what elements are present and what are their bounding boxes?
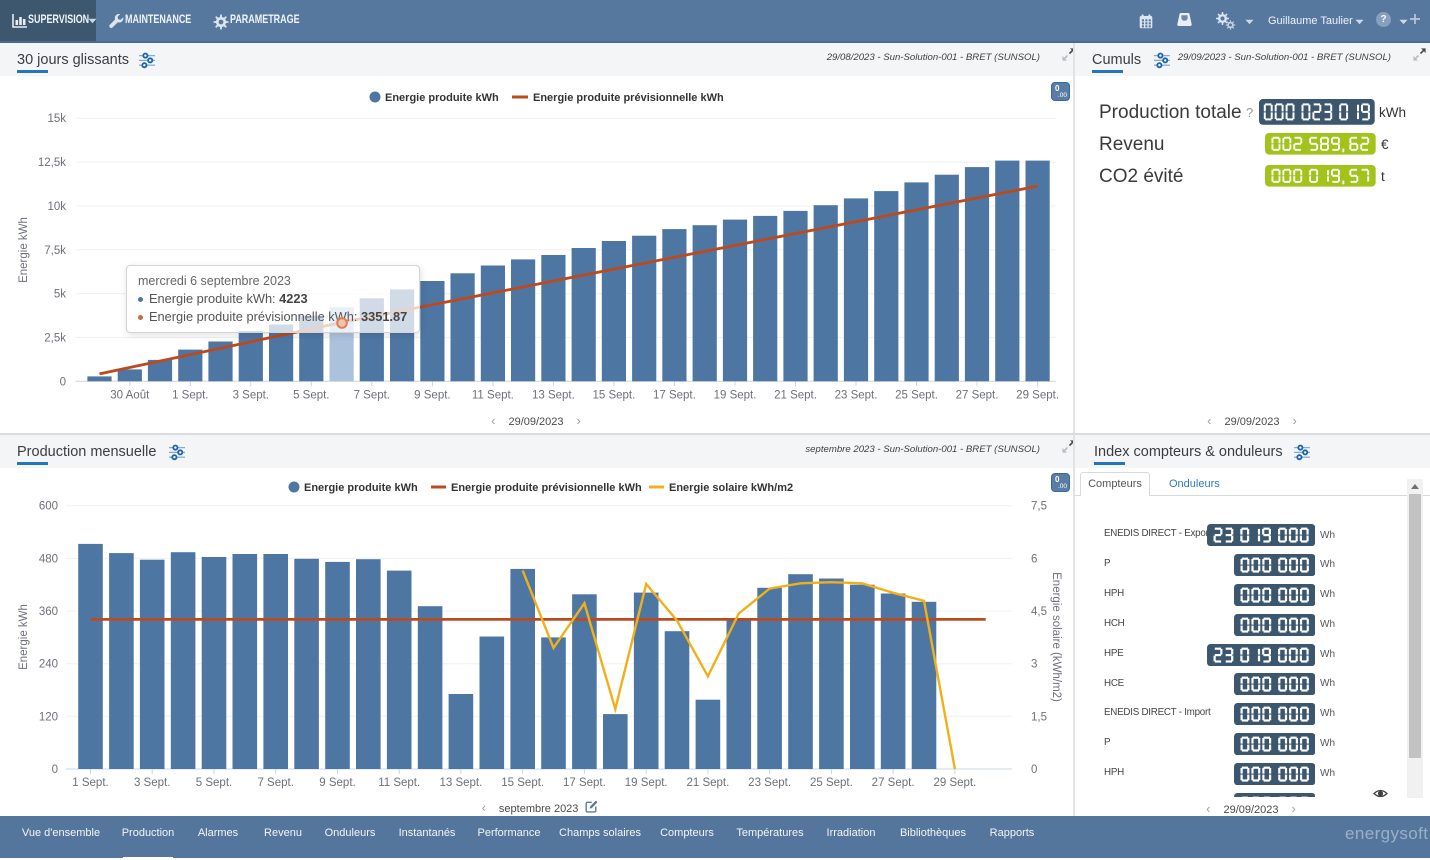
svg-text:3: 3 bbox=[1031, 659, 1037, 671]
svg-text:1,5: 1,5 bbox=[1031, 711, 1047, 723]
svg-text:29 Sept.: 29 Sept. bbox=[933, 777, 976, 789]
svg-text:120: 120 bbox=[39, 711, 58, 723]
svg-text:9 Sept.: 9 Sept. bbox=[414, 389, 450, 401]
svg-text:3 Sept.: 3 Sept. bbox=[233, 389, 269, 401]
svg-text:21 Sept.: 21 Sept. bbox=[774, 389, 817, 401]
svg-text:23 Sept.: 23 Sept. bbox=[835, 389, 878, 401]
svg-text:5 Sept.: 5 Sept. bbox=[293, 389, 329, 401]
svg-text:9 Sept.: 9 Sept. bbox=[319, 777, 355, 789]
svg-text:13 Sept.: 13 Sept. bbox=[439, 777, 482, 789]
svg-text:25 Sept.: 25 Sept. bbox=[895, 389, 938, 401]
svg-text:30 Août: 30 Août bbox=[110, 389, 150, 401]
svg-text:21 Sept.: 21 Sept. bbox=[686, 777, 729, 789]
svg-text:5 Sept.: 5 Sept. bbox=[196, 777, 232, 789]
svg-text:360: 360 bbox=[39, 606, 58, 618]
svg-text:25 Sept.: 25 Sept. bbox=[810, 777, 853, 789]
svg-text:19 Sept.: 19 Sept. bbox=[625, 777, 668, 789]
svg-text:Energie solaire kWh/m2: Energie solaire kWh/m2 bbox=[669, 482, 793, 494]
svg-text:29 Sept.: 29 Sept. bbox=[1016, 389, 1059, 401]
svg-text:240: 240 bbox=[39, 659, 58, 671]
svg-text:Energie kWh: Energie kWh bbox=[18, 604, 30, 670]
svg-text:7 Sept.: 7 Sept. bbox=[257, 777, 293, 789]
svg-text:13 Sept.: 13 Sept. bbox=[532, 389, 575, 401]
svg-text:17 Sept.: 17 Sept. bbox=[653, 389, 696, 401]
svg-text:480: 480 bbox=[39, 553, 58, 565]
svg-text:Energie produite kWh: Energie produite kWh bbox=[385, 92, 499, 104]
svg-text:15 Sept.: 15 Sept. bbox=[592, 389, 635, 401]
svg-text:3 Sept.: 3 Sept. bbox=[134, 777, 170, 789]
svg-text:19 Sept.: 19 Sept. bbox=[714, 389, 757, 401]
svg-text:12,5k: 12,5k bbox=[38, 157, 66, 169]
svg-text:27 Sept.: 27 Sept. bbox=[872, 777, 915, 789]
svg-text:2,5k: 2,5k bbox=[44, 332, 66, 344]
svg-text:600: 600 bbox=[39, 501, 58, 513]
svg-text:Energie solaire (kWh/m2): Energie solaire (kWh/m2) bbox=[1050, 572, 1062, 702]
svg-text:27 Sept.: 27 Sept. bbox=[956, 389, 999, 401]
svg-text:1 Sept.: 1 Sept. bbox=[172, 389, 208, 401]
svg-text:1 Sept.: 1 Sept. bbox=[72, 777, 108, 789]
svg-text:Energie produite prévisionnell: Energie produite prévisionnelle kWh bbox=[533, 92, 724, 104]
svg-text:23 Sept.: 23 Sept. bbox=[748, 777, 791, 789]
svg-text:17 Sept.: 17 Sept. bbox=[563, 777, 606, 789]
svg-text:Energie kWh: Energie kWh bbox=[18, 217, 30, 283]
svg-text:11 Sept.: 11 Sept. bbox=[378, 777, 420, 789]
svg-text:Energie produite prévisionnell: Energie produite prévisionnelle kWh bbox=[451, 482, 642, 494]
svg-text:11 Sept.: 11 Sept. bbox=[472, 389, 514, 401]
svg-text:15 Sept.: 15 Sept. bbox=[501, 777, 544, 789]
svg-text:7 Sept.: 7 Sept. bbox=[354, 389, 390, 401]
svg-text:0: 0 bbox=[52, 764, 58, 776]
svg-text:4,5: 4,5 bbox=[1031, 606, 1047, 618]
svg-text:5k: 5k bbox=[54, 289, 66, 301]
svg-text:0: 0 bbox=[60, 376, 66, 388]
svg-text:7,5k: 7,5k bbox=[44, 245, 66, 257]
svg-text:0: 0 bbox=[1031, 764, 1037, 776]
svg-text:6: 6 bbox=[1031, 553, 1037, 565]
svg-text:10k: 10k bbox=[47, 201, 66, 213]
svg-text:Energie produite kWh: Energie produite kWh bbox=[304, 482, 418, 494]
svg-text:7,5: 7,5 bbox=[1031, 501, 1047, 513]
svg-text:15k: 15k bbox=[47, 113, 66, 125]
